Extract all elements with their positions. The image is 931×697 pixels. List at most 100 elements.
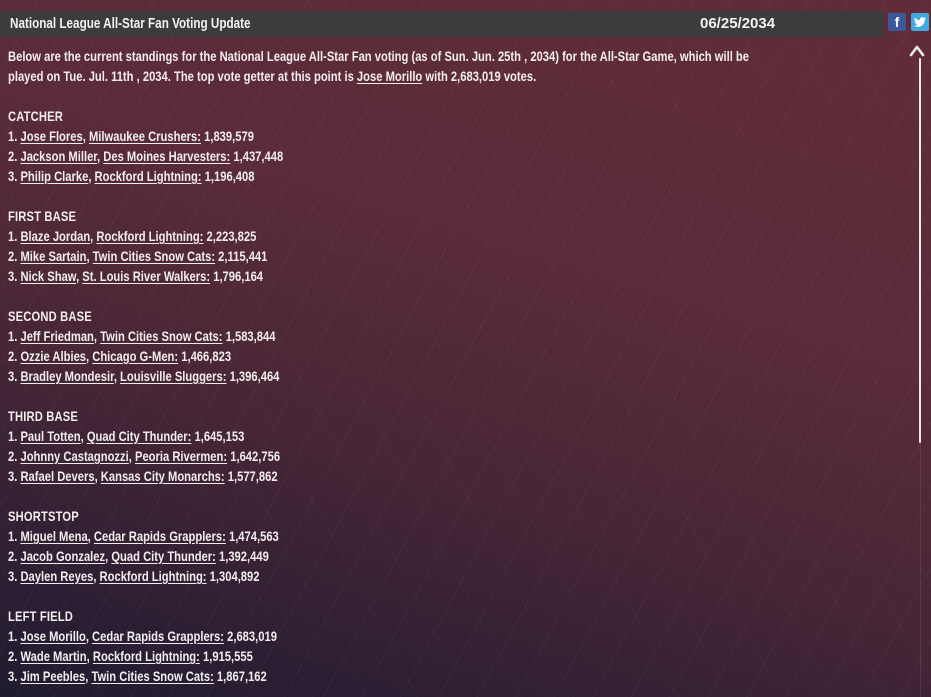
team-link[interactable]: Twin Cities Snow Cats: bbox=[100, 328, 223, 344]
team-link[interactable]: Chicago G-Men: bbox=[92, 348, 179, 364]
player-row: 2. Wade Martin, Rockford Lightning: 1,91… bbox=[8, 646, 931, 666]
player-row: 3. Daylen Reyes, Rockford Lightning: 1,3… bbox=[8, 566, 931, 586]
rank-label: 1. bbox=[8, 528, 21, 544]
separator: , bbox=[82, 128, 89, 144]
player-link[interactable]: Jose Flores bbox=[20, 128, 83, 144]
separator: , bbox=[86, 648, 93, 664]
team-link[interactable]: Quad City Thunder: bbox=[86, 428, 192, 444]
separator: , bbox=[85, 668, 92, 684]
rank-label: 3. bbox=[8, 168, 21, 184]
player-link[interactable]: Paul Totten bbox=[20, 428, 81, 444]
team-link[interactable]: Quad City Thunder: bbox=[111, 548, 216, 564]
player-link[interactable]: Nick Shaw bbox=[20, 268, 77, 284]
player-link[interactable]: Daylen Reyes bbox=[20, 568, 94, 584]
player-link[interactable]: Johnny Castagnozzi bbox=[20, 448, 129, 464]
player-row: 1. Paul Totten, Quad City Thunder: 1,645… bbox=[8, 426, 931, 446]
team-link[interactable]: St. Louis River Walkers: bbox=[82, 268, 211, 284]
facebook-icon: f bbox=[894, 14, 900, 30]
separator: , bbox=[97, 148, 104, 164]
player-row: 1. Jose Morillo, Cedar Rapids Grapplers:… bbox=[8, 626, 931, 646]
separator: , bbox=[88, 168, 95, 184]
vote-count: 1,396,464 bbox=[226, 368, 280, 384]
player-link[interactable]: Jackson Miller bbox=[20, 148, 98, 164]
separator: , bbox=[86, 348, 93, 364]
vote-count: 2,115,441 bbox=[215, 248, 268, 264]
team-link[interactable]: Cedar Rapids Grapplers: bbox=[92, 628, 224, 644]
rank-label: 3. bbox=[8, 468, 21, 484]
player-row: 3. Bradley Mondesir, Louisville Sluggers… bbox=[8, 366, 931, 386]
player-link[interactable]: Jacob Gonzalez bbox=[20, 548, 106, 564]
player-link[interactable]: Blaze Jordan bbox=[20, 228, 91, 244]
position-header: CATCHER bbox=[8, 108, 64, 124]
rank-label: 3. bbox=[8, 568, 21, 584]
date-label: 06/25/2034 bbox=[700, 15, 776, 32]
team-link[interactable]: Rockford Lightning: bbox=[94, 168, 202, 184]
voting-sections: CATCHER 1. Jose Flores, Milwaukee Crusher… bbox=[8, 106, 931, 686]
player-link[interactable]: Rafael Devers bbox=[20, 468, 95, 484]
separator: , bbox=[86, 248, 93, 264]
player-link[interactable]: Philip Clarke bbox=[20, 168, 89, 184]
player-link[interactable]: Jeff Friedman bbox=[20, 328, 94, 344]
rank-label: 2. bbox=[8, 248, 21, 264]
team-link[interactable]: Milwaukee Crushers: bbox=[88, 128, 201, 144]
scroll-up-icon[interactable] bbox=[908, 44, 926, 58]
team-link[interactable]: Cedar Rapids Grapplers: bbox=[93, 528, 226, 544]
position-header: THIRD BASE bbox=[8, 408, 79, 424]
vote-count: 1,474,563 bbox=[225, 528, 279, 544]
vote-count: 1,839,579 bbox=[201, 128, 254, 144]
team-link[interactable]: Des Moines Harvesters: bbox=[103, 148, 231, 164]
team-link[interactable]: Louisville Sluggers: bbox=[120, 368, 227, 384]
rank-label: 1. bbox=[8, 128, 21, 144]
team-link[interactable]: Twin Cities Snow Cats: bbox=[91, 668, 214, 684]
player-link[interactable]: Mike Sartain bbox=[20, 248, 87, 264]
vote-count: 1,583,844 bbox=[222, 328, 276, 344]
team-link[interactable]: Rockford Lightning: bbox=[99, 568, 207, 584]
separator: , bbox=[94, 468, 101, 484]
player-row: 2. Ozzie Albies, Chicago G-Men: 1,466,82… bbox=[8, 346, 931, 366]
player-row: 2. Jackson Miller, Des Moines Harvesters… bbox=[8, 146, 931, 166]
player-link[interactable]: Wade Martin bbox=[20, 648, 87, 664]
player-row: 3. Jim Peebles, Twin Cities Snow Cats: 1… bbox=[8, 666, 931, 686]
vote-count: 1,915,555 bbox=[199, 648, 253, 664]
player-link[interactable]: Jim Peebles bbox=[20, 668, 86, 684]
player-row: 1. Jeff Friedman, Twin Cities Snow Cats:… bbox=[8, 326, 931, 346]
player-link[interactable]: Bradley Mondesir bbox=[20, 368, 114, 384]
scrollbar-thumb[interactable] bbox=[919, 58, 921, 443]
separator: , bbox=[76, 268, 83, 284]
team-link[interactable]: Peoria Rivermen: bbox=[134, 448, 228, 464]
intro-line-2: played on Tue. Jul. 11th , 2034. The top… bbox=[8, 66, 931, 86]
player-row: 2. Jacob Gonzalez, Quad City Thunder: 1,… bbox=[8, 546, 931, 566]
top-vote-getter-link[interactable]: Jose Morillo bbox=[356, 68, 423, 84]
team-link[interactable]: Twin Cities Snow Cats: bbox=[92, 248, 216, 264]
facebook-button[interactable]: f bbox=[888, 13, 906, 31]
separator: , bbox=[128, 448, 135, 464]
separator: , bbox=[93, 328, 101, 344]
twitter-button[interactable] bbox=[911, 13, 929, 31]
player-link[interactable]: Ozzie Albies bbox=[20, 348, 87, 364]
player-link[interactable]: Jose Morillo bbox=[20, 628, 86, 644]
twitter-icon bbox=[914, 17, 926, 27]
vote-count: 1,466,823 bbox=[178, 348, 232, 364]
vote-count: 2,683,019 bbox=[223, 628, 277, 644]
vote-count: 1,196,408 bbox=[201, 168, 255, 184]
team-link[interactable]: Rockford Lightning: bbox=[96, 228, 204, 244]
position-section: SECOND BASE 1. Jeff Friedman, Twin Cities… bbox=[8, 306, 931, 386]
news-titlebar: National League All-Star Fan Voting Upda… bbox=[0, 11, 884, 37]
vote-count: 1,796,164 bbox=[210, 268, 264, 284]
team-link[interactable]: Kansas City Monarchs: bbox=[100, 468, 225, 484]
player-link[interactable]: Miguel Mena bbox=[20, 528, 88, 544]
vote-count: 1,437,448 bbox=[230, 148, 284, 164]
news-body: Below are the current standings for the … bbox=[8, 46, 931, 686]
rank-label: 2. bbox=[8, 348, 21, 364]
rank-label: 1. bbox=[8, 228, 21, 244]
vote-count: 1,642,756 bbox=[227, 448, 281, 464]
team-link[interactable]: Rockford Lightning: bbox=[92, 648, 200, 664]
separator: , bbox=[87, 528, 94, 544]
intro-text: played on Tue. Jul. 11th , 2034. The top… bbox=[8, 68, 357, 84]
vote-count: 1,577,862 bbox=[224, 468, 278, 484]
scrollbar-track[interactable] bbox=[920, 443, 921, 697]
intro-line-1: Below are the current standings for the … bbox=[8, 48, 749, 64]
rank-label: 3. bbox=[8, 668, 21, 684]
position-header: LEFT FIELD bbox=[8, 608, 74, 624]
